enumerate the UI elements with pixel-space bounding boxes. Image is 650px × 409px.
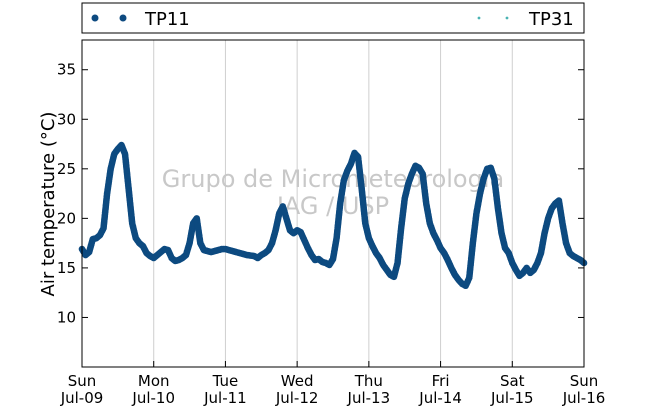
grid-lines <box>153 40 513 367</box>
x-tick-label-day: Wed <box>281 372 314 390</box>
legend-dot <box>505 16 509 20</box>
legend-dot <box>119 14 127 22</box>
legend-dot <box>477 16 481 20</box>
y-axis-label: Air temperature (°C) <box>38 112 59 297</box>
legend-dot <box>91 14 99 22</box>
y-tick-label: 30 <box>57 110 76 128</box>
x-tick-label-date: Jul-16 <box>562 389 606 407</box>
x-tick-label-day: Sun <box>570 372 599 390</box>
y-tick-label: 15 <box>57 259 76 277</box>
x-tick-label-date: Jul-13 <box>347 389 391 407</box>
x-tick-label-day: Mon <box>138 372 170 390</box>
x-tick-label-day: Sun <box>68 372 97 390</box>
legend-marker-tp11 <box>91 14 127 22</box>
x-tick-label-date: Jul-10 <box>131 389 175 407</box>
x-tick-label-date: Jul-09 <box>60 389 104 407</box>
x-tick-label-date: Jul-14 <box>418 389 462 407</box>
y-tick-label: 20 <box>57 209 76 227</box>
data-series <box>78 141 588 290</box>
x-tick-label-date: Jul-12 <box>275 389 319 407</box>
legend-marker-tp31 <box>477 16 509 20</box>
y-tick-label: 10 <box>57 308 76 326</box>
x-tick-label-day: Thu <box>354 372 383 390</box>
plot-frame <box>81 39 585 368</box>
legend-label-tp31: TP31 <box>528 9 574 30</box>
series-tp11 <box>78 141 588 290</box>
legend: TP11 TP31 <box>81 2 585 34</box>
y-tick-label: 35 <box>57 61 76 79</box>
y-axis: 10 15 20 25 30 35 <box>57 61 584 326</box>
y-tick-label: 25 <box>57 160 76 178</box>
x-tick-label-day: Tue <box>212 372 239 390</box>
x-tick-label-date: Jul-15 <box>490 389 534 407</box>
watermark-line-1: Grupo de Micrometeorologia <box>162 165 504 193</box>
watermark-line-2: IAG / USP <box>277 192 389 220</box>
legend-box <box>81 2 585 34</box>
legend-label-tp11: TP11 <box>144 9 190 30</box>
x-tick-label-day: Fri <box>432 372 450 390</box>
x-tick-label-date: Jul-11 <box>203 389 247 407</box>
x-tick-label-day: Sat <box>500 372 525 390</box>
x-axis: SunJul-09MonJul-10TueJul-11WedJul-12ThuJ… <box>60 361 606 407</box>
